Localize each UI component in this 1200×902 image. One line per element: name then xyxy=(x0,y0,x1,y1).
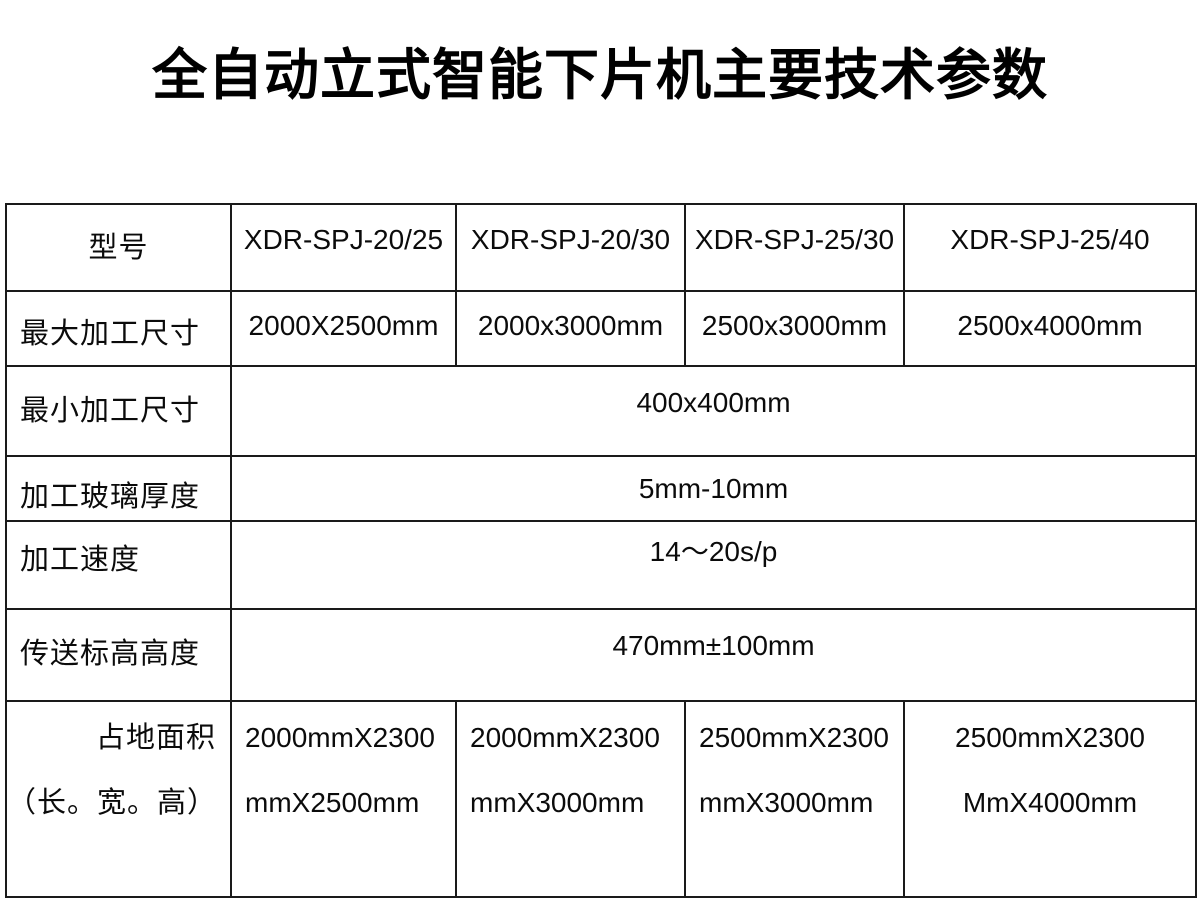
footprint-value-3-line2: mmX3000mm xyxy=(699,787,874,818)
max-size-cell-4: 2500x4000mm xyxy=(903,290,1197,367)
footprint-label-line1: 占地面积 xyxy=(95,722,216,754)
max-size-value-2: 2000x3000mm xyxy=(477,310,664,341)
footprint-value-2-line1: 2000mmX2300 xyxy=(470,722,660,753)
max-size-cell-3: 2500x3000mm xyxy=(684,290,905,367)
min-size-value: 400x400mm xyxy=(636,387,791,418)
max-size-label-cell: 最大加工尺寸 xyxy=(5,290,232,367)
page-title: 全自动立式智能下片机主要技术参数 xyxy=(151,45,1048,106)
model-label-cell: 型号 xyxy=(5,203,232,292)
table-row-model: 型号 XDR-SPJ-20/25 XDR-SPJ-20/30 XDR-SPJ-2… xyxy=(5,203,1197,292)
glass-thickness-value: 5mm-10mm xyxy=(638,473,789,504)
glass-thickness-label-cell: 加工玻璃厚度 xyxy=(5,455,232,522)
footprint-cell-3: 2500mmX2300 mmX3000mm xyxy=(684,700,905,898)
conveyor-height-value: 470mm±100mm xyxy=(612,630,815,661)
footprint-cell-2: 2000mmX2300 mmX3000mm xyxy=(455,700,686,898)
footprint-value-2-line2: mmX3000mm xyxy=(470,787,645,818)
conveyor-height-label: 传送标高高度 xyxy=(20,638,201,670)
max-size-label: 最大加工尺寸 xyxy=(20,318,201,350)
table-row-conveyor-height: 传送标高高度 470mm±100mm xyxy=(5,608,1197,702)
footprint-cell-4: 2500mmX2300 MmX4000mm xyxy=(903,700,1197,898)
footprint-value-1-line2: mmX2500mm xyxy=(245,787,420,818)
footprint-cell-1: 2000mmX2300 mmX2500mm xyxy=(230,700,457,898)
speed-value: 14～20s/p xyxy=(649,536,778,567)
footprint-value-4-line1: 2500mmX2300 xyxy=(955,722,1145,753)
table-row-footprint: 占地面积 （长。宽。高） 2000mmX2300 mmX2500mm 2000m… xyxy=(5,700,1197,898)
max-size-cell-2: 2000x3000mm xyxy=(455,290,686,367)
model-cell-1: XDR-SPJ-20/25 xyxy=(230,203,457,292)
model-cell-3: XDR-SPJ-25/30 xyxy=(684,203,905,292)
model-label: 型号 xyxy=(88,232,149,264)
table-row-max-size: 最大加工尺寸 2000X2500mm 2000x3000mm 2500x3000… xyxy=(5,290,1197,367)
speed-label-cell: 加工速度 xyxy=(5,520,232,610)
footprint-value-1-line1: 2000mmX2300 xyxy=(245,722,435,753)
footprint-value-3-line1: 2500mmX2300 xyxy=(699,722,889,753)
conveyor-height-label-cell: 传送标高高度 xyxy=(5,608,232,702)
glass-thickness-label: 加工玻璃厚度 xyxy=(20,481,201,513)
footprint-label-cell: 占地面积 （长。宽。高） xyxy=(5,700,232,898)
model-value-4: XDR-SPJ-25/40 xyxy=(950,224,1150,255)
min-size-value-cell: 400x400mm xyxy=(230,365,1197,457)
glass-thickness-value-cell: 5mm-10mm xyxy=(230,455,1197,522)
model-cell-4: XDR-SPJ-25/40 xyxy=(903,203,1197,292)
model-cell-2: XDR-SPJ-20/30 xyxy=(455,203,686,292)
footprint-value-4-line2: MmX4000mm xyxy=(962,787,1138,818)
spec-table: 型号 XDR-SPJ-20/25 XDR-SPJ-20/30 XDR-SPJ-2… xyxy=(5,203,1197,898)
speed-value-cell: 14～20s/p xyxy=(230,520,1197,610)
footprint-label-line2: （长。宽。高） xyxy=(7,787,218,819)
model-value-1: XDR-SPJ-20/25 xyxy=(243,224,444,255)
max-size-cell-1: 2000X2500mm xyxy=(230,290,457,367)
max-size-value-1: 2000X2500mm xyxy=(248,310,439,341)
min-size-label: 最小加工尺寸 xyxy=(20,395,201,427)
max-size-value-3: 2500x3000mm xyxy=(701,310,888,341)
speed-label: 加工速度 xyxy=(20,544,141,576)
table-row-glass-thickness: 加工玻璃厚度 5mm-10mm xyxy=(5,455,1197,522)
model-value-3: XDR-SPJ-25/30 xyxy=(694,224,895,255)
table-row-speed: 加工速度 14～20s/p xyxy=(5,520,1197,610)
table-row-min-size: 最小加工尺寸 400x400mm xyxy=(5,365,1197,457)
min-size-label-cell: 最小加工尺寸 xyxy=(5,365,232,457)
model-value-2: XDR-SPJ-20/30 xyxy=(470,224,671,255)
conveyor-height-value-cell: 470mm±100mm xyxy=(230,608,1197,702)
max-size-value-4: 2500x4000mm xyxy=(957,310,1143,341)
